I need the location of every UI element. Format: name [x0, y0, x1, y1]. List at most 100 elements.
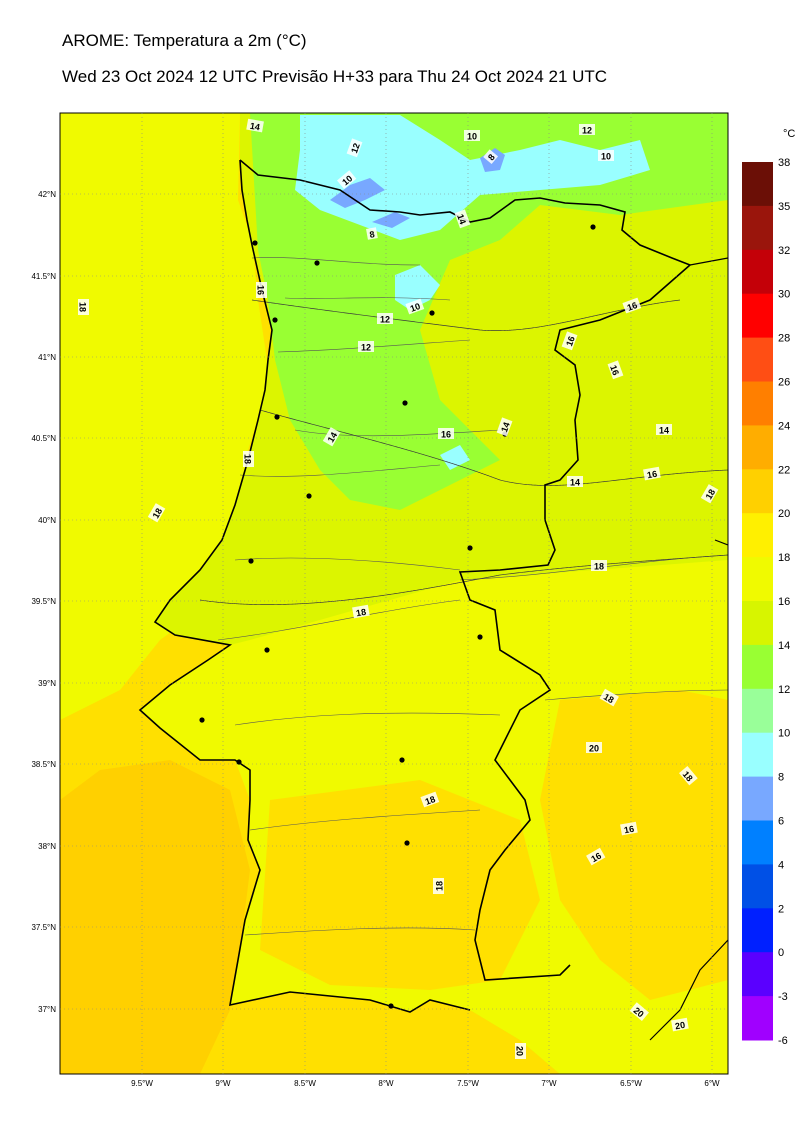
- colorbar-swatch: [742, 601, 773, 646]
- contour-label: 18: [433, 878, 445, 894]
- contour-label: 12: [358, 341, 374, 353]
- north-cold-area: [295, 115, 650, 240]
- graticule: [60, 113, 728, 1074]
- contour-label-text: 14: [499, 421, 512, 434]
- contour-label-text: 18: [78, 302, 88, 312]
- contour-label-background: [496, 417, 513, 437]
- portugal-coastline: [138, 159, 471, 1013]
- longitude-tick-label: 7.5°W: [457, 1079, 479, 1088]
- contour-label-background: [454, 209, 471, 229]
- city-marker: [264, 647, 270, 653]
- contour-label-background: [464, 130, 480, 141]
- contour-label-background: [598, 150, 614, 161]
- contour-label-background: [586, 742, 602, 753]
- contour-label-background: [420, 791, 440, 808]
- contour-label-background: [246, 118, 264, 133]
- contour-label-text: 14: [570, 478, 580, 488]
- contour-label-text: 12: [349, 142, 362, 155]
- latitude-tick-label: 38.5°N: [31, 760, 56, 769]
- geres-coldest-patch: [330, 178, 385, 208]
- contour-label-text: 18: [602, 692, 616, 706]
- contour-label-text: 18: [435, 881, 445, 891]
- contour-label: 18: [352, 604, 370, 619]
- contour-label-text: 16: [646, 469, 658, 481]
- contour-label-background: [337, 170, 357, 189]
- spain-border-east: [649, 257, 728, 1041]
- southeast-warm-patch: [540, 690, 728, 1000]
- latitude-tick-label: 41°N: [38, 353, 56, 362]
- city-marker: [399, 757, 405, 763]
- city-marker: [429, 310, 435, 316]
- contour-label-text: 16: [626, 300, 639, 313]
- contour-label-background: [591, 560, 607, 571]
- latitude-tick-label: 41.5°N: [31, 272, 56, 281]
- contour-label-text: 12: [380, 315, 390, 325]
- contour-label-background: [78, 299, 89, 315]
- contour-label: 12: [579, 124, 595, 136]
- portugal-border: [239, 159, 692, 981]
- longitude-tick-label: 9.5°W: [131, 1079, 153, 1088]
- colorbar-tick-label: 20: [778, 508, 790, 520]
- contour-label-text: 18: [681, 769, 695, 783]
- contour-label: 12: [377, 313, 393, 325]
- contour-label: 10: [464, 130, 480, 142]
- contour-label: 14: [246, 118, 264, 133]
- colorbar-tick-label: 24: [778, 420, 790, 432]
- contour-label-text: 14: [659, 426, 669, 436]
- city-marker: [467, 545, 473, 551]
- contour-label-text: 18: [355, 607, 367, 619]
- longitude-tick-label: 8°W: [378, 1079, 394, 1088]
- contour-label: 18: [78, 299, 89, 315]
- contour-label: 16: [256, 282, 267, 298]
- contour-label-text: 10: [467, 132, 477, 142]
- city-marker: [402, 400, 408, 406]
- map-frame: [59, 112, 729, 1075]
- city-marker: [388, 1003, 394, 1009]
- colorbar-swatch: [742, 776, 773, 821]
- contour-label: 10: [337, 170, 357, 189]
- contour-label: 16: [643, 466, 661, 481]
- contour-label-background: [256, 282, 267, 298]
- contour-label: 14: [454, 209, 471, 229]
- contour-label: 12: [346, 138, 363, 158]
- colorbar-swatch: [742, 381, 773, 426]
- contour-label-text: 12: [582, 126, 592, 136]
- contour-label-background: [322, 427, 341, 447]
- contour-label-background: [352, 604, 370, 619]
- contour-labels: 14 12 10 10 8 12 10 8 14 18 16 10 12 12 16 16 16 14 14 16 18…: [78, 118, 719, 1059]
- contour-label: 8: [366, 227, 378, 240]
- latitude-tick-label: 38°N: [38, 842, 56, 851]
- colorbar-tick-label: 10: [778, 728, 790, 740]
- contour-label-background: [622, 297, 642, 314]
- warm-offshore-area: [60, 760, 250, 1074]
- city-marker: [272, 317, 278, 323]
- contour-label-background: [586, 847, 606, 866]
- city-marker: [248, 558, 254, 564]
- contour-label-text: 18: [151, 506, 165, 520]
- contour-label-text: 14: [455, 213, 468, 226]
- contour-label-text: 20: [674, 1020, 686, 1032]
- contour-label: 18: [679, 766, 698, 786]
- colorbar-swatch: [742, 996, 773, 1041]
- contour-label-text: 16: [441, 430, 451, 440]
- colorbar-swatch: [742, 293, 773, 339]
- colorbar-tick-label: 8: [778, 772, 784, 784]
- colorbar-tick-label: -3: [778, 991, 788, 1003]
- contour-label: 14: [322, 427, 341, 447]
- city-marker: [314, 260, 320, 266]
- contour-label: 18: [420, 791, 440, 808]
- city-marker: [274, 414, 280, 420]
- latitude-tick-label: 37.5°N: [31, 923, 56, 932]
- contour-label-background: [579, 124, 595, 135]
- colorbar-swatch: [742, 732, 773, 778]
- contour-label-text: 20: [632, 1005, 646, 1019]
- colorbar-swatch: [742, 820, 773, 865]
- longitude-tick-label: 6°W: [704, 1079, 720, 1088]
- colorbar-tick-label: 30: [778, 289, 790, 301]
- contour-label-background: [366, 227, 378, 240]
- contour-label-background: [433, 878, 444, 894]
- contour-label-background: [679, 766, 698, 786]
- contour-label-text: 20: [515, 1046, 525, 1056]
- contour-label: 16: [438, 428, 454, 440]
- contour-label-text: 14: [249, 121, 261, 133]
